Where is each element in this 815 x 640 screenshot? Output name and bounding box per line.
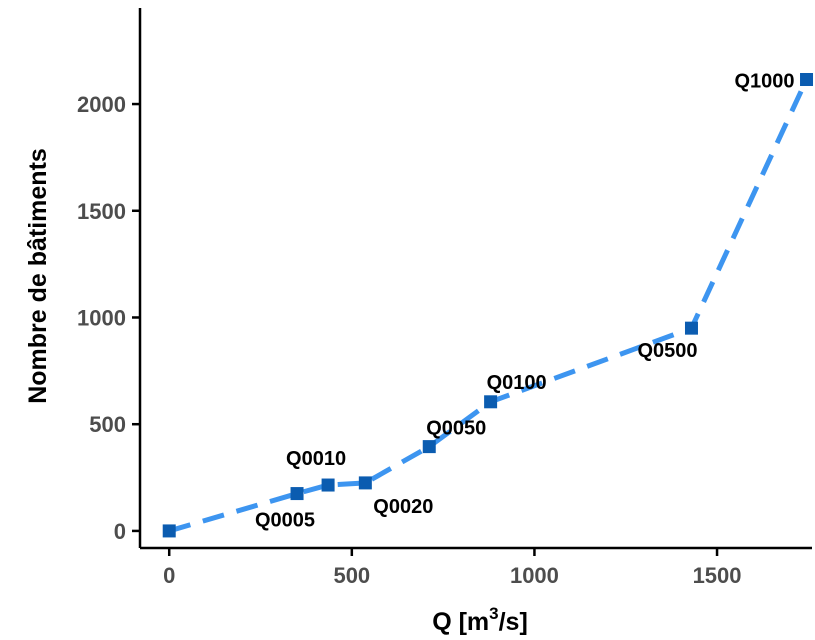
y-tick-label: 2000 [77, 92, 126, 117]
y-tick-label: 1500 [77, 199, 126, 224]
x-axis-title-base: Q [m [432, 608, 489, 636]
data-point [290, 487, 304, 501]
y-axis-title: Nombre de bâtiments [24, 148, 52, 404]
data-point [800, 73, 814, 87]
point-label: Q0005 [255, 510, 315, 532]
point-label: Q0010 [286, 448, 346, 470]
y-tick-label: 0 [114, 519, 126, 544]
series-line [168, 78, 809, 534]
chart-marks [162, 73, 814, 538]
x-tick-label: 1500 [693, 563, 742, 588]
point-labels: Q0005 Q0010 Q0020 Q0050 Q0100 Q0500 Q1000 [255, 71, 795, 532]
y-tick-label: 500 [89, 412, 126, 437]
point-label: Q0050 [426, 418, 486, 440]
y-tick-label: 1000 [77, 305, 126, 330]
data-point [358, 476, 372, 490]
data-point [321, 478, 335, 492]
point-label: Q0020 [373, 496, 433, 518]
point-label: Q1000 [734, 71, 794, 93]
data-point [422, 440, 436, 454]
point-label: Q0500 [637, 340, 697, 362]
axes: 0 500 1000 1500 0 500 1000 1500 2000 [77, 8, 812, 588]
data-point [162, 524, 176, 538]
x-axis-title-tail: /s] [499, 608, 528, 636]
data-point [684, 321, 698, 335]
x-tick-label: 500 [333, 563, 370, 588]
x-axis-title-sup: 3 [489, 604, 498, 623]
x-tick-label: 1000 [510, 563, 559, 588]
x-tick-label: 0 [163, 563, 175, 588]
data-point [484, 395, 498, 409]
x-axis-title: Q [m3/s] [432, 604, 528, 636]
point-label: Q0100 [487, 372, 547, 394]
